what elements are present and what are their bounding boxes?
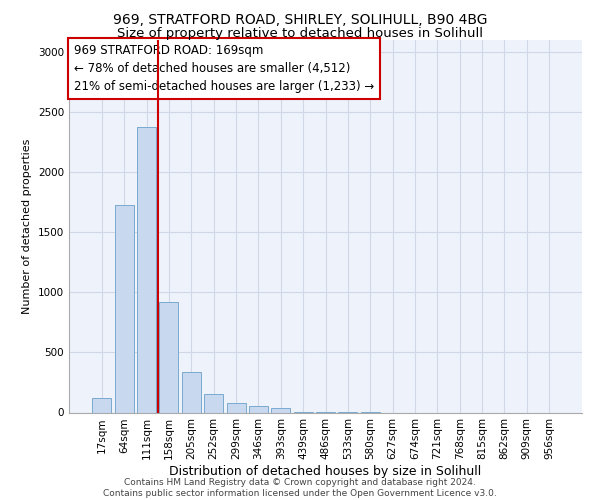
Text: 969, STRATFORD ROAD, SHIRLEY, SOLIHULL, B90 4BG: 969, STRATFORD ROAD, SHIRLEY, SOLIHULL, …: [113, 12, 487, 26]
Y-axis label: Number of detached properties: Number of detached properties: [22, 138, 32, 314]
Bar: [249, 406, 268, 412]
Bar: [92, 398, 112, 412]
Bar: [160, 302, 178, 412]
Bar: [204, 394, 223, 412]
Text: Size of property relative to detached houses in Solihull: Size of property relative to detached ho…: [117, 28, 483, 40]
Bar: [271, 408, 290, 412]
Text: 969 STRATFORD ROAD: 169sqm
← 78% of detached houses are smaller (4,512)
21% of s: 969 STRATFORD ROAD: 169sqm ← 78% of deta…: [74, 44, 374, 92]
Bar: [137, 126, 156, 412]
Bar: [182, 372, 201, 412]
Text: Contains HM Land Registry data © Crown copyright and database right 2024.
Contai: Contains HM Land Registry data © Crown c…: [103, 478, 497, 498]
X-axis label: Distribution of detached houses by size in Solihull: Distribution of detached houses by size …: [169, 465, 482, 478]
Bar: [227, 403, 245, 412]
Bar: [115, 204, 134, 412]
